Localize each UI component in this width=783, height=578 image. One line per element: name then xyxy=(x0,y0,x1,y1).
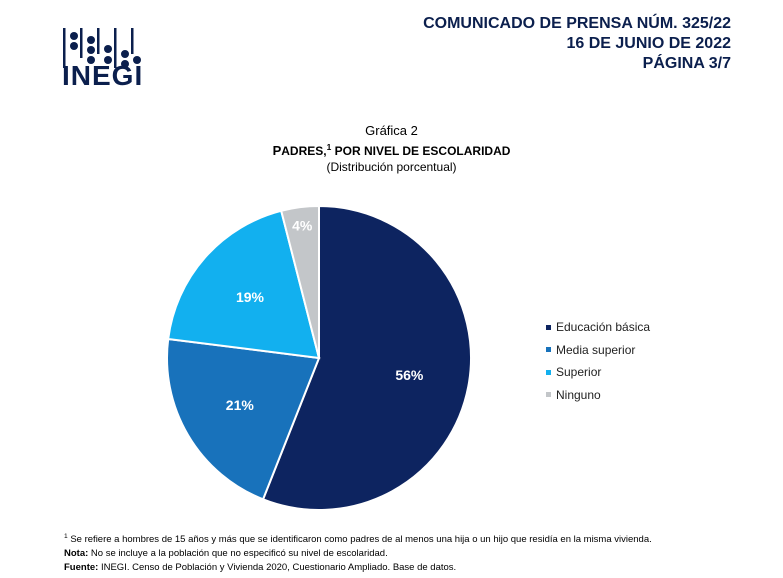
legend-swatch-3 xyxy=(546,392,551,398)
press-release-date: 16 DE JUNIO DE 2022 xyxy=(566,35,731,52)
press-release-page: PÁGINA 3/7 xyxy=(642,55,731,72)
chart-title: PADRES,1 POR NIVEL DE ESCOLARIDAD xyxy=(0,142,783,158)
chart-legend: Educación básica Media superior Superior Ni… xyxy=(546,316,650,406)
pie-slice-label-1: 21% xyxy=(226,397,255,413)
note-label: Nota: xyxy=(64,548,89,560)
pie-slice-3 xyxy=(279,204,320,359)
legend-label-1: Media superior xyxy=(556,342,636,357)
source-label: Fuente: xyxy=(64,562,99,574)
legend-label-2: Superior xyxy=(556,365,602,380)
legend-item-2: Superior xyxy=(546,361,650,384)
pie-slice-2 xyxy=(167,209,321,360)
pie-slice-1 xyxy=(166,337,321,501)
legend-swatch-1 xyxy=(546,347,551,353)
legend-item-3: Ninguno xyxy=(546,384,650,407)
pie-slice-label-3: 4% xyxy=(292,217,313,233)
logo-wordmark: INEGI xyxy=(62,60,144,91)
note-text: No se incluye a la población que no espe… xyxy=(88,548,388,560)
legend-label-3: Ninguno xyxy=(556,387,601,402)
legend-item-1: Media superior xyxy=(546,339,650,362)
pie-slice-0 xyxy=(261,204,472,511)
chart-title-part2: POR NIVEL DE ESCOLARIDAD xyxy=(331,144,511,158)
source-text: INEGI. Censo de Población y Vivienda 202… xyxy=(98,562,457,574)
pie-slice-label-0: 56% xyxy=(395,367,424,383)
chart-notes: 1 Se refiere a hombres de 15 años y más … xyxy=(64,530,652,575)
source-line: Fuente: INEGI. Censo de Población y Vivi… xyxy=(64,561,652,575)
footnote-marker: 1 xyxy=(64,533,68,540)
press-release-header: COMUNICADO DE PRENSA NÚM. 325/22 16 DE J… xyxy=(423,14,731,74)
legend-item-0: Educación básica xyxy=(546,316,650,339)
note-line: Nota: No se incluye a la población que n… xyxy=(64,547,652,561)
inegi-logo-icon xyxy=(63,28,141,68)
chart-title-initial: P xyxy=(272,143,282,158)
legend-label-0: Educación básica xyxy=(556,320,651,335)
legend-swatch-0 xyxy=(546,324,551,330)
footnote-1: 1 Se refiere a hombres de 15 años y más … xyxy=(64,530,652,547)
pie-slice-label-2: 19% xyxy=(236,289,265,305)
chart-number: Gráfica 2 xyxy=(365,123,418,138)
footnote-text: Se refiere a hombres de 15 años y más qu… xyxy=(67,534,652,546)
chart-title-footnote-ref: 1 xyxy=(326,142,332,152)
legend-swatch-2 xyxy=(546,369,551,375)
chart-subtitle: (Distribución porcentual) xyxy=(326,160,457,174)
chart-title-part1: ADRES, xyxy=(281,144,327,158)
press-release-number: COMUNICADO DE PRENSA NÚM. 325/22 xyxy=(423,15,731,32)
